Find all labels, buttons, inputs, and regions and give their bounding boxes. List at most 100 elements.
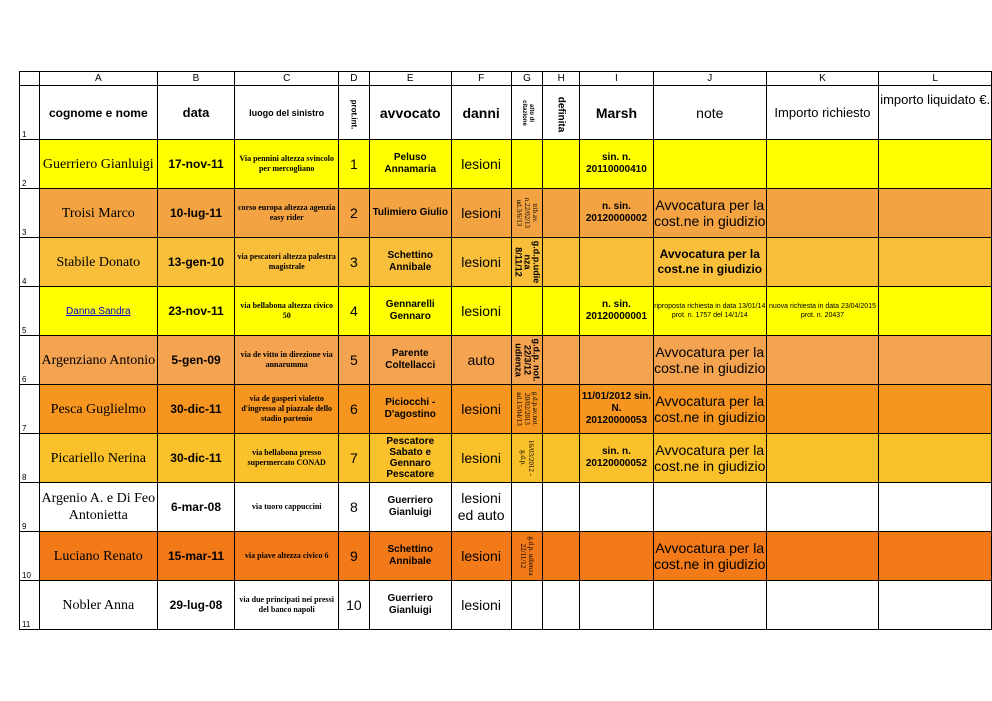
cell-atto[interactable] [510,580,544,630]
cell-luogo[interactable]: via pescatori altezza palestra magistral… [234,237,340,287]
cell-definita[interactable] [542,188,580,238]
header-luogo[interactable]: luogo del sinistro [234,85,340,140]
cell-note[interactable] [652,482,767,532]
cell-note[interactable]: Avvocatura per la cost.ne in giudizio [652,237,767,287]
cell-marsh[interactable] [578,482,654,532]
column-header-f[interactable]: F [450,71,512,86]
cell-marsh[interactable] [578,531,654,581]
cell-avvocato[interactable]: Parente Coltellacci [368,335,452,385]
cell-note[interactable]: Avvocatura per la cost.ne in giudizio [652,531,767,581]
header-definita-cell[interactable]: definita [542,85,580,140]
cell-importo-liquidato[interactable] [878,433,992,483]
cell-definita[interactable] [542,531,580,581]
cell-luogo[interactable]: via tuoro cappuccini [234,482,340,532]
header-note[interactable]: note [652,85,767,140]
cell-prot[interactable]: 7 [338,433,370,483]
cell-marsh[interactable] [578,580,654,630]
column-header-h[interactable]: H [542,71,580,86]
cell-avvocato[interactable]: Pescatore Sabato e Gennaro Pescatore [368,433,452,483]
cell-importo-richiesto[interactable]: nuova richiesta in data 23/04/2015 prot.… [765,286,880,336]
header-importo-liquidato[interactable]: importo liquidato €. [878,85,992,140]
cell-definita[interactable] [542,433,580,483]
row-number[interactable]: 10 [19,531,40,581]
cell-importo-richiesto[interactable] [765,482,880,532]
cell-luogo[interactable]: via de vitto in direzione via annarumma [234,335,340,385]
cell-importo-richiesto[interactable] [765,580,880,630]
column-header-c[interactable]: C [234,71,340,86]
header-importo-richiesto[interactable]: Importo richiesto [765,85,880,140]
cell-definita[interactable] [542,286,580,336]
cell-luogo[interactable]: via bellabona presso supermercato CONAD [234,433,340,483]
cell-note[interactable] [652,580,767,630]
cell-cognome[interactable]: Stabile Donato [38,237,158,287]
header-danni[interactable]: danni [450,85,512,140]
cell-note[interactable]: Avvocatura per la cost.ne in giudizio [652,384,767,434]
header-cognome[interactable]: cognome e nome [38,85,158,140]
row-number[interactable]: 5 [19,286,40,336]
name-link[interactable]: Danna Sandra [66,306,131,317]
cell-danni[interactable]: lesioni [450,384,512,434]
cell-avvocato[interactable]: Peluso Annamaria [368,139,452,189]
cell-importo-liquidato[interactable] [878,384,992,434]
column-header-l[interactable]: L [878,71,992,86]
row-number[interactable]: 9 [19,482,40,532]
cell-danni[interactable]: lesioni ed auto [450,482,512,532]
cell-cognome[interactable]: Argenziano Antonio [38,335,158,385]
cell-danni[interactable]: lesioni [450,139,512,189]
cell-importo-richiesto[interactable] [765,188,880,238]
column-header-a[interactable]: A [38,71,158,86]
cell-luogo[interactable]: via de gasperi vialetto d'ingresso al pi… [234,384,340,434]
cell-avvocato[interactable]: Guerriero Gianluigi [368,482,452,532]
cell-note[interactable]: Avvocatura per la cost.ne in giudizio [652,188,767,238]
cell-danni[interactable]: lesioni [450,237,512,287]
cell-importo-liquidato[interactable] [878,139,992,189]
cell-atto[interactable]: g.d.p.udie nza 8/11/12 [510,237,544,287]
row-number[interactable]: 11 [19,580,40,630]
cell-luogo[interactable]: via due principati nei pressi del banco … [234,580,340,630]
cell-prot[interactable]: 9 [338,531,370,581]
cell-note[interactable] [652,139,767,189]
cell-importo-liquidato[interactable] [878,531,992,581]
cell-cognome[interactable]: Picariello Nerina [38,433,158,483]
column-header-i[interactable]: I [578,71,654,86]
row-number[interactable]: 8 [19,433,40,483]
cell-data[interactable]: 15-mar-11 [156,531,236,581]
cell-cognome[interactable]: Guerriero Gianluigi [38,139,158,189]
column-header-g[interactable]: G [510,71,544,86]
cell-importo-liquidato[interactable] [878,188,992,238]
cell-definita[interactable] [542,482,580,532]
cell-prot[interactable]: 10 [338,580,370,630]
corner-cell[interactable] [19,71,40,86]
cell-importo-liquidato[interactable] [878,580,992,630]
cell-atto[interactable]: g.d.p.av.not. 20/02/2013 ud.15/04/13 [510,384,544,434]
cell-data[interactable]: 10-lug-11 [156,188,236,238]
cell-danni[interactable]: auto [450,335,512,385]
row-number[interactable]: 6 [19,335,40,385]
cell-avvocato[interactable]: Tulimiero Giulio [368,188,452,238]
cell-definita[interactable] [542,384,580,434]
row-number[interactable]: 3 [19,188,40,238]
cell-importo-richiesto[interactable] [765,237,880,287]
cell-cognome[interactable]: Luciano Renato [38,531,158,581]
cell-marsh[interactable]: sin. n. 20120000052 [578,433,654,483]
cell-luogo[interactable]: via bellabona altezza civico 50 [234,286,340,336]
column-header-b[interactable]: B [156,71,236,86]
cell-luogo[interactable]: Via pennini altezza svincolo per mercogl… [234,139,340,189]
header-marsh[interactable]: Marsh [578,85,654,140]
cell-danni[interactable]: lesioni [450,188,512,238]
row-number[interactable]: 7 [19,384,40,434]
column-header-e[interactable]: E [368,71,452,86]
cell-importo-richiesto[interactable] [765,384,880,434]
cell-cognome[interactable]: Pesca Guglielmo [38,384,158,434]
cell-importo-richiesto[interactable] [765,335,880,385]
cell-data[interactable]: 23-nov-11 [156,286,236,336]
cell-definita[interactable] [542,335,580,385]
cell-atto[interactable]: trib.av. n.22/02/13 ud.3/6/13 [510,188,544,238]
cell-cognome[interactable]: Troisi Marco [38,188,158,238]
cell-prot[interactable]: 6 [338,384,370,434]
cell-marsh[interactable]: n. sin. 20120000001 [578,286,654,336]
cell-danni[interactable]: lesioni [450,531,512,581]
cell-prot[interactable]: 5 [338,335,370,385]
row-number[interactable]: 4 [19,237,40,287]
header-prot-cell[interactable]: prot.int. [338,85,370,140]
